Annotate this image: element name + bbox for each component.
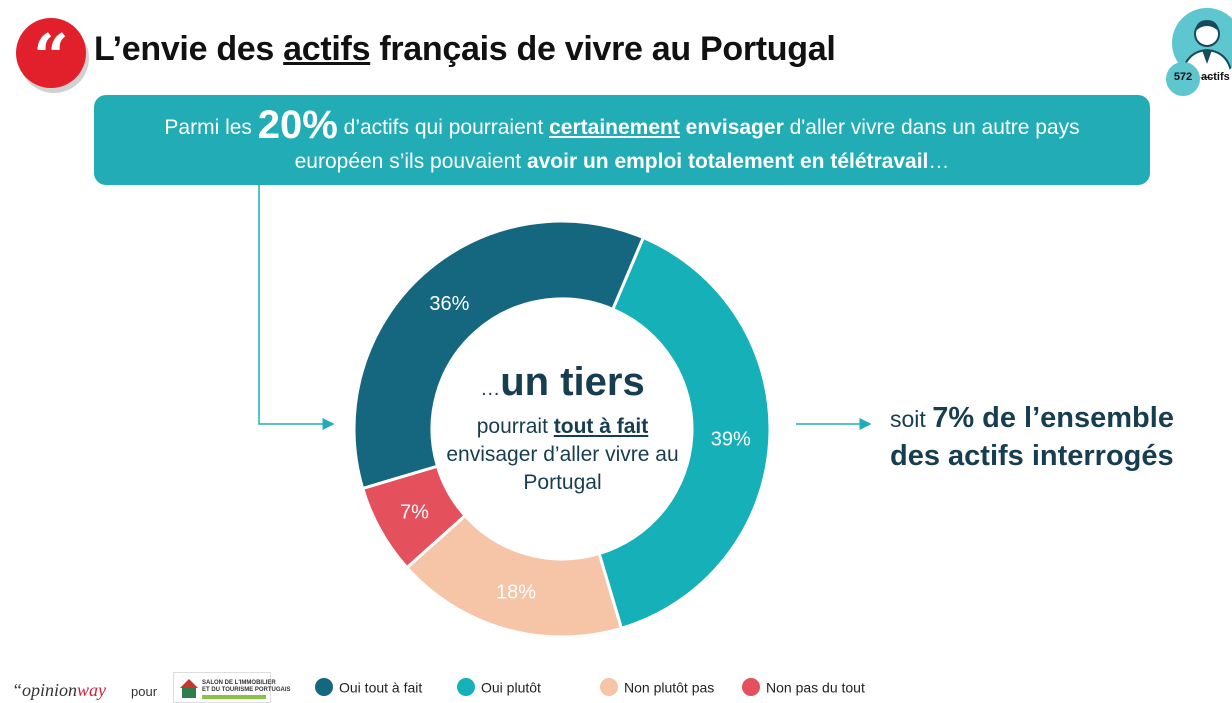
side-callout: soit 7% de l’ensemble des actifs interro… (890, 402, 1174, 472)
sample-count: 572 (1173, 71, 1193, 83)
opinionway-logo: “opinionway (12, 680, 107, 700)
page-title: L’envie des actifs français de vivre au … (94, 30, 836, 68)
legend-item-oui-tout-a-fait: Oui tout à fait (315, 678, 423, 697)
sample-count-badge (1166, 62, 1200, 96)
legend-swatch (600, 678, 618, 697)
legend-swatch (315, 678, 333, 697)
legend-swatch (742, 678, 760, 697)
legend-label: Non plutôt pas (624, 679, 715, 696)
legend-item-oui-plutot: Oui plutôt (457, 678, 541, 697)
footer-pour-text: pour (131, 684, 158, 699)
label-non-plutot-pas: 18% (496, 582, 536, 604)
legend-item-non-pas-du-tout: Non pas du tout (742, 678, 865, 697)
legend-label: Oui tout à fait (339, 679, 423, 696)
label-oui-tout-a-fait: 36% (429, 293, 469, 315)
sponsor-logo: SALON DE L'IMMOBILIER ET DU TOURISME PORT… (173, 672, 291, 703)
donut-center-text: …un tiers pourrait tout à fait envisager… (446, 360, 679, 494)
quote-icon: “ (16, 18, 86, 92)
legend-label: Non pas du tout (766, 679, 865, 696)
label-non-pas-du-tout: 7% (400, 501, 429, 523)
sample-label: actifs (1201, 71, 1230, 83)
legend-label: Oui plutôt (481, 679, 541, 696)
connector-arrow-left (258, 185, 335, 430)
slice-oui-plutot (597, 235, 772, 631)
legend-item-non-plutot-pas: Non plutôt pas (600, 678, 715, 697)
slice-oui-tout-a-fait (352, 219, 646, 491)
context-banner: Parmi les 20% d’actifs qui pourraient ce… (94, 95, 1150, 185)
legend-swatch (457, 678, 475, 697)
donut-chart: 39% 18% 7% 36% (352, 219, 772, 639)
label-oui-plutot: 39% (711, 428, 751, 450)
